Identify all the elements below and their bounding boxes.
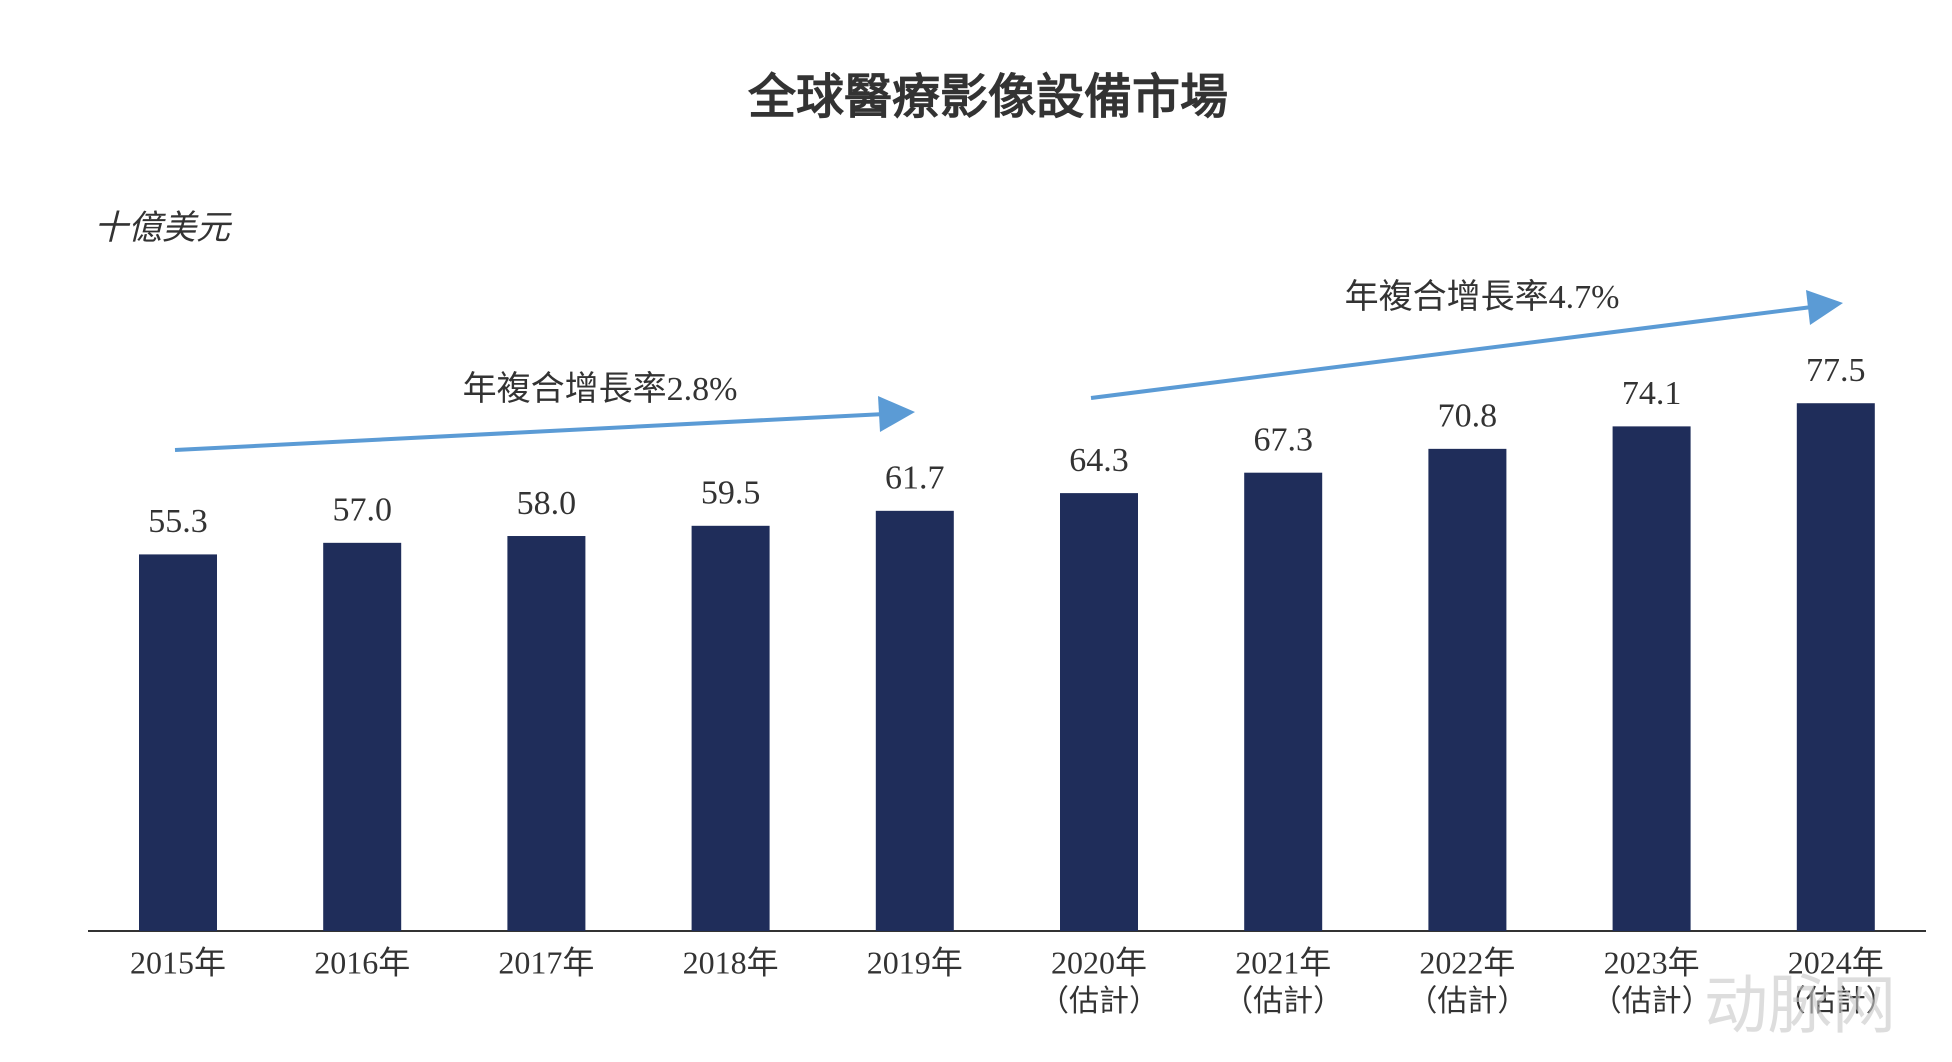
value-label: 77.5	[1806, 352, 1866, 389]
bar	[139, 554, 217, 931]
value-label: 61.7	[885, 460, 945, 497]
x-tick-note: （估計）	[1776, 985, 1896, 1018]
value-label: 55.3	[148, 503, 208, 540]
bar	[691, 525, 770, 931]
x-tick-note: （估計）	[1039, 985, 1159, 1018]
bar	[1796, 403, 1875, 932]
x-tick-note: （估計）	[1223, 985, 1343, 1018]
cagr-label: 年複合增長率4.7%	[1345, 278, 1620, 316]
x-tick-label: 2022年	[1419, 944, 1515, 980]
value-label: 57.0	[332, 492, 392, 529]
bar	[1060, 493, 1138, 931]
cagr-arrow	[174, 396, 915, 452]
x-tick-label: 2024年	[1788, 944, 1884, 980]
value-label: 74.1	[1622, 375, 1682, 412]
x-tick-label: 2015年	[130, 944, 226, 980]
x-tick-label: 2023年	[1604, 944, 1700, 980]
bar	[1612, 426, 1691, 931]
value-label: 58.0	[517, 485, 577, 522]
cagr-arrow	[1090, 290, 1843, 400]
cagr-label: 年複合增長率2.8%	[463, 370, 738, 408]
value-label: 67.3	[1253, 421, 1313, 458]
bar	[875, 510, 954, 931]
x-tick-note: （估計）	[1592, 985, 1712, 1018]
watermark: 动脉网	[1704, 970, 1896, 1044]
chart-title: 全球醫療影像設備市場	[747, 69, 1228, 125]
x-tick-label: 2017年	[498, 944, 594, 980]
bar	[1244, 472, 1323, 931]
value-label: 64.3	[1069, 442, 1129, 479]
value-label: 70.8	[1438, 398, 1498, 435]
x-tick-label: 2018年	[683, 944, 779, 980]
x-tick-note: （估計）	[1407, 985, 1527, 1018]
unit-label: 十億美元	[94, 210, 233, 247]
x-tick-label: 2016年	[314, 944, 410, 980]
bar	[507, 536, 586, 931]
bar	[323, 542, 402, 931]
x-tick-label: 2020年	[1051, 944, 1147, 980]
x-tick-label: 2019年	[867, 944, 963, 980]
bar	[1428, 448, 1507, 931]
x-tick-label: 2021年	[1235, 944, 1331, 980]
value-label: 59.5	[701, 475, 761, 512]
